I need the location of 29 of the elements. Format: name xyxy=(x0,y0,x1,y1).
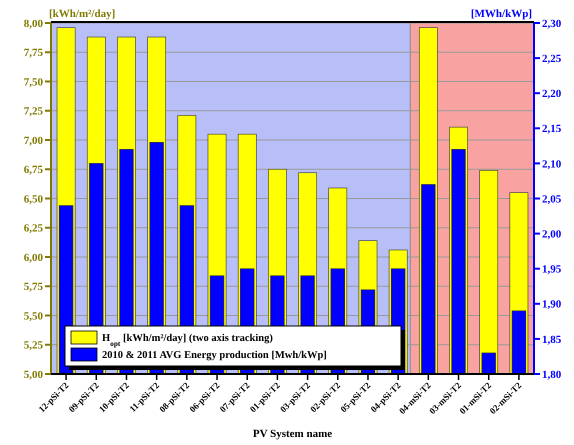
y2-tick-label: 2,30 xyxy=(542,18,562,30)
y-tick-label: 7,75 xyxy=(24,47,44,60)
y2-tick-label: 1,85 xyxy=(542,334,562,346)
y2-tick-label: 2,10 xyxy=(542,158,562,170)
y2-axis-title: [MWh/kWp] xyxy=(470,8,532,20)
y2-tick-label: 2,15 xyxy=(542,123,562,136)
y-tick-label: 6,25 xyxy=(24,222,44,235)
y2-tick-label: 1,90 xyxy=(542,298,562,311)
legend-label: 2010 & 2011 AVG Energy production [Mwh/kWp] xyxy=(102,350,327,361)
y2-tick-label: 1,80 xyxy=(542,368,562,381)
y2-tick-label: 1,95 xyxy=(542,264,562,276)
legend-label: H$_{opt}$ [kWh/m²/day] (two axis tracking) xyxy=(102,333,274,348)
y-tick-label: 5,25 xyxy=(24,340,44,352)
y-tick-label: 5,50 xyxy=(24,310,44,322)
y-tick-label: 6,75 xyxy=(24,164,44,176)
y-tick-label: 7,50 xyxy=(24,76,44,88)
y-tick-label: 5,00 xyxy=(24,368,44,381)
y-axis-title: [kWh/m²/day] xyxy=(49,8,116,20)
y-tick-label: 6,50 xyxy=(24,193,44,206)
y2-tick-label: 2,05 xyxy=(542,193,562,206)
y2-tick-label: 2,25 xyxy=(542,52,562,65)
y-tick-label: 7,25 xyxy=(24,106,44,118)
y-tick-label: 7,00 xyxy=(24,134,44,147)
x-axis-title: PV System name xyxy=(252,428,332,440)
y2-tick-label: 2,00 xyxy=(542,228,562,240)
y-tick-label: 6,00 xyxy=(24,252,44,264)
y-tick-label: 8,00 xyxy=(24,18,44,30)
y2-tick-label: 2,20 xyxy=(542,88,562,100)
y-tick-label: 5,75 xyxy=(24,281,44,294)
